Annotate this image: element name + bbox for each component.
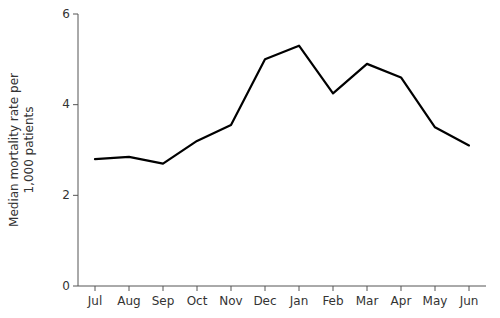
y-axis-label: Median mortality rate per1,000 patients [7,73,36,227]
x-tick-label: Jan [289,294,309,308]
x-tick [299,286,300,291]
chart: 0 2 4 6 Jul Aug Sep Oct Nov Dec Jan Feb Mar Apr May Jun… [0,0,500,318]
x-tick [95,286,96,291]
y-tick [73,286,78,287]
y-tick-label: 2 [62,188,70,202]
x-tick [231,286,232,291]
x-tick [469,286,470,291]
x-tick-label: Sep [152,294,175,308]
y-tick-label: 4 [62,97,70,111]
data-line [95,46,469,164]
y-tick-label: 0 [62,279,70,293]
x-tick [163,286,164,291]
x-tick [333,286,334,291]
x-tick-label: Jul [87,294,102,308]
x-axis-line [78,286,486,287]
plot-area [95,46,469,164]
x-tick-label: Dec [253,294,276,308]
x-tick-label: Oct [187,294,208,308]
x-tick [435,286,436,291]
x-tick [265,286,266,291]
y-tick [73,104,78,105]
x-tick-label: Nov [219,294,242,308]
y-tick [73,14,78,15]
y-tick [73,195,78,196]
x-tick-label: Jun [459,294,479,308]
x-tick-label: Feb [322,294,343,308]
x-tick-label: Apr [391,294,412,308]
y-tick-label: 6 [62,7,70,21]
x-tick-label: Mar [356,294,379,308]
x-tick [129,286,130,291]
x-tick [197,286,198,291]
x-tick [367,286,368,291]
x-tick [401,286,402,291]
x-tick-label: Aug [117,294,140,308]
y-axis-line [78,14,79,286]
x-tick-label: May [423,294,448,308]
axes: 0 2 4 6 Jul Aug Sep Oct Nov Dec Jan Feb Mar Apr May Jun [62,7,486,309]
